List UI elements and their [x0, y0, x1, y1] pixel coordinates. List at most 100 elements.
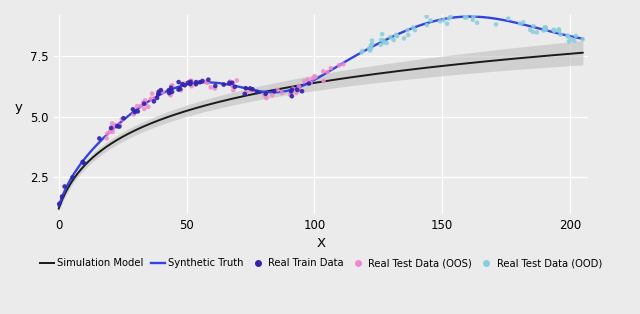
Point — [269, 89, 279, 94]
Point — [287, 86, 298, 91]
Point — [463, 9, 474, 14]
Point — [143, 104, 154, 109]
Point — [67, 175, 77, 180]
Point — [426, 18, 436, 23]
Point — [149, 96, 159, 101]
Point — [472, 20, 482, 25]
Point — [246, 88, 257, 93]
Point — [239, 91, 250, 96]
Point — [200, 79, 211, 84]
Point — [224, 80, 234, 85]
Point — [391, 33, 401, 38]
Point — [403, 33, 413, 38]
Point — [399, 36, 409, 41]
Point — [195, 80, 205, 85]
Point — [292, 87, 303, 92]
Point — [300, 78, 310, 84]
Point — [297, 89, 307, 94]
Point — [152, 95, 162, 100]
Point — [334, 63, 344, 68]
Point — [191, 79, 201, 84]
Point — [177, 82, 188, 87]
Point — [197, 78, 207, 84]
Point — [472, 12, 482, 17]
Point — [571, 33, 581, 38]
Point — [379, 40, 389, 45]
Point — [564, 39, 574, 44]
Point — [309, 74, 319, 79]
Point — [245, 86, 255, 91]
Point — [422, 23, 432, 28]
Point — [323, 69, 333, 74]
Point — [444, 16, 454, 21]
Point — [305, 80, 316, 85]
Point — [563, 33, 573, 38]
Point — [357, 48, 367, 53]
Point — [191, 82, 201, 87]
Point — [529, 24, 539, 29]
Point — [460, 15, 470, 20]
Point — [175, 86, 186, 91]
Point — [338, 62, 348, 67]
Point — [326, 66, 336, 71]
Point — [227, 80, 237, 85]
Point — [410, 28, 420, 33]
Point — [230, 84, 240, 89]
Point — [228, 84, 238, 89]
Point — [445, 14, 456, 19]
Point — [173, 87, 184, 92]
Point — [179, 81, 189, 86]
Point — [294, 84, 304, 89]
Point — [541, 27, 551, 32]
Point — [176, 88, 186, 93]
Point — [252, 89, 262, 95]
Point — [108, 125, 118, 130]
Point — [166, 84, 177, 89]
Point — [60, 184, 70, 189]
Point — [525, 27, 535, 32]
Point — [310, 75, 321, 80]
Point — [110, 122, 120, 127]
Point — [210, 84, 220, 89]
Point — [376, 37, 386, 42]
Point — [241, 90, 252, 95]
Point — [260, 91, 271, 96]
Point — [167, 89, 177, 95]
Point — [476, 10, 486, 15]
Point — [114, 124, 124, 129]
Point — [129, 112, 139, 117]
Point — [261, 95, 271, 100]
Point — [191, 82, 201, 87]
Point — [241, 86, 251, 91]
Point — [308, 76, 318, 81]
Point — [294, 87, 304, 92]
Point — [147, 91, 157, 96]
Point — [303, 77, 313, 82]
Point — [291, 90, 301, 95]
Point — [186, 79, 196, 84]
Point — [304, 81, 314, 86]
Point — [204, 77, 214, 82]
Point — [549, 28, 559, 33]
Point — [365, 48, 375, 53]
Point — [219, 82, 229, 87]
Point — [318, 69, 328, 74]
Point — [473, 11, 483, 16]
Point — [173, 79, 184, 84]
Point — [210, 86, 220, 91]
Point — [540, 25, 550, 30]
Point — [468, 14, 479, 19]
Point — [392, 34, 402, 39]
Point — [139, 106, 149, 111]
Point — [115, 123, 125, 128]
Point — [391, 32, 401, 37]
Point — [94, 136, 104, 141]
Point — [381, 41, 392, 46]
Point — [554, 27, 564, 32]
Point — [518, 20, 528, 25]
Point — [356, 50, 367, 55]
Point — [132, 109, 143, 114]
Point — [388, 37, 399, 42]
Point — [54, 201, 65, 206]
Point — [108, 129, 118, 134]
